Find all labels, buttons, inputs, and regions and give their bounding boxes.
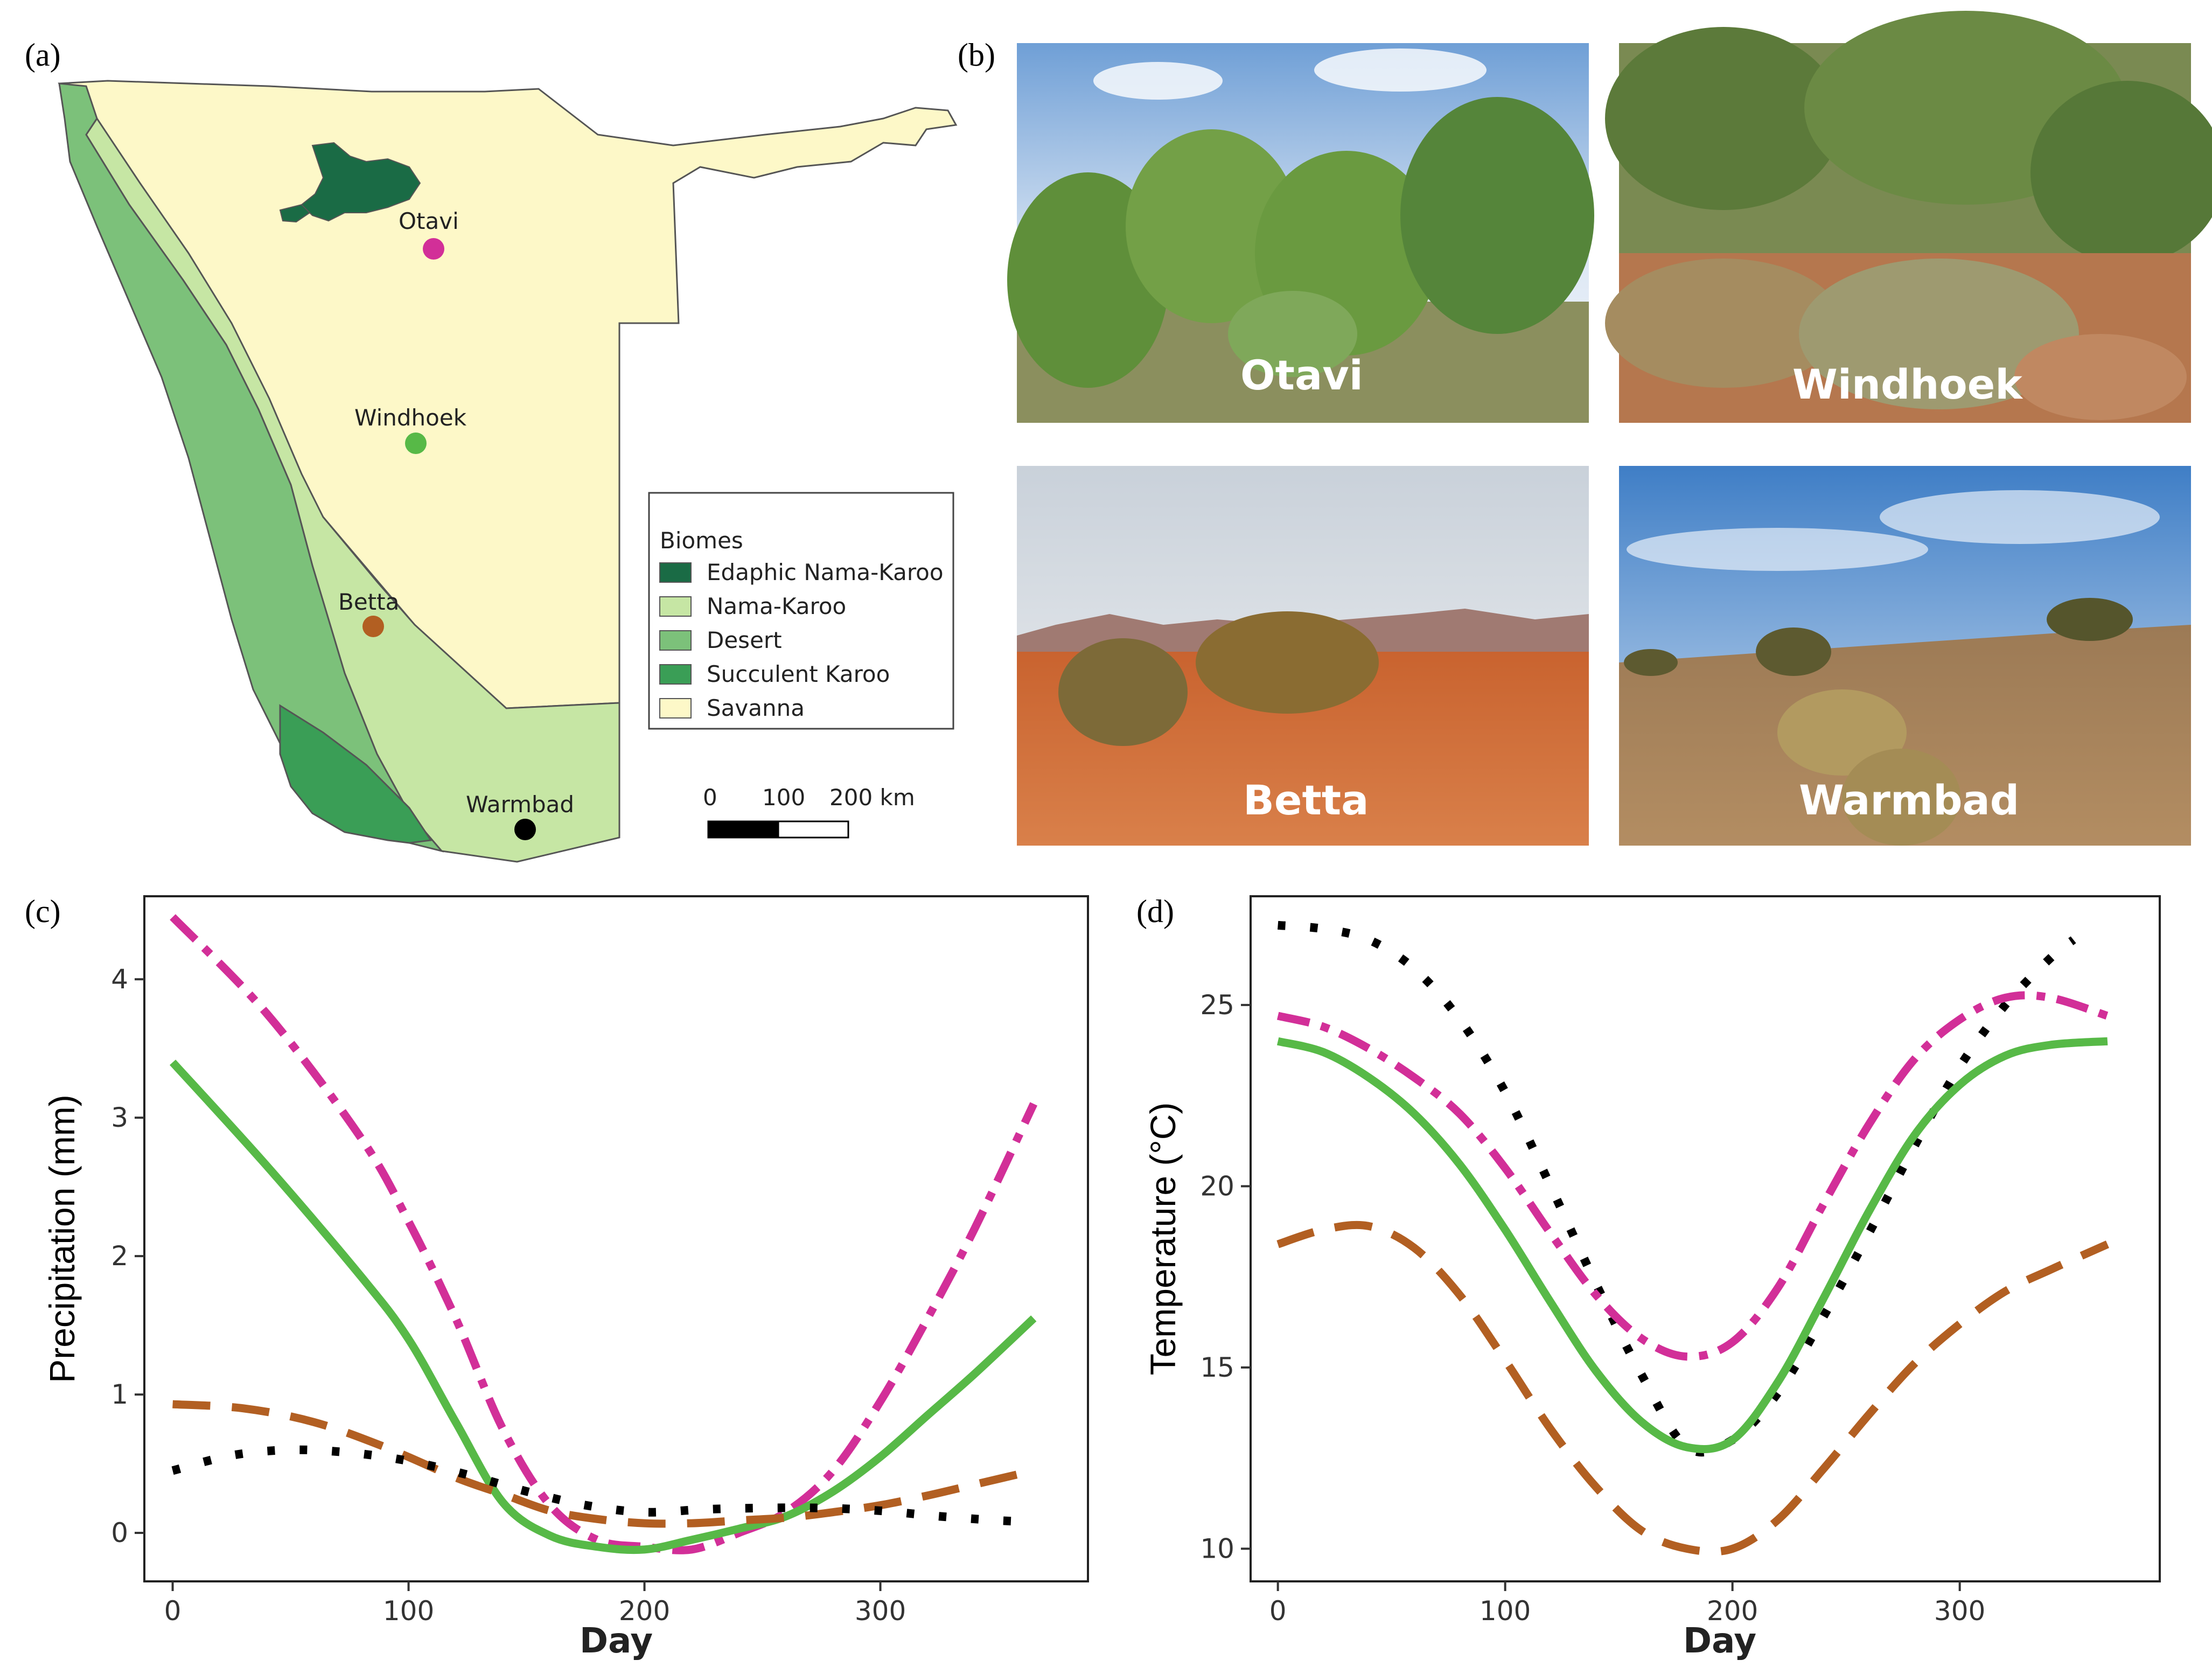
site-dot-betta xyxy=(362,616,384,637)
series-lines-d xyxy=(1276,920,2109,1556)
scale-bar: 0 100 200 km xyxy=(703,784,915,839)
y-tick-label-c-1: 1 xyxy=(111,1379,128,1410)
site-dot-warmbad xyxy=(514,819,536,840)
x-tick-label-c-1: 100 xyxy=(383,1595,434,1627)
biome-desert xyxy=(58,82,444,853)
biome-edaphic-nama-karoo xyxy=(301,142,421,222)
panel-label-b: (b) xyxy=(958,37,995,73)
y-tick-label-d-3: 25 xyxy=(1200,989,1234,1021)
y-axis-title-d: Temperature (°C) xyxy=(1143,1103,1183,1376)
series-line-d-1 xyxy=(1276,991,2109,1361)
panel-label-c: (c) xyxy=(25,894,61,929)
photo-otavi: Otavi xyxy=(1007,43,1594,423)
legend-swatch-edaphic xyxy=(659,562,692,583)
series-line-c-0 xyxy=(170,914,1038,1554)
photo-warmbad: Warmbad xyxy=(1619,466,2191,846)
biome-legend: Biomes Edaphic Nama-Karoo Nama-Karoo Des… xyxy=(648,492,954,730)
site-label-otavi: Otavi xyxy=(399,208,459,234)
axis-ticks-c: 0 100 200 300 0 1 2 3 4 xyxy=(111,964,906,1627)
x-tick-label-d-3: 300 xyxy=(1934,1595,1985,1627)
series-line-c-1 xyxy=(170,1059,1037,1554)
scale-tick-100: 100 xyxy=(762,784,805,811)
y-tick-label-c-4: 4 xyxy=(111,964,128,995)
legend-label-savanna: Savanna xyxy=(707,695,805,721)
x-axis-title-c: Day xyxy=(580,1621,653,1661)
biome-edaphic-patch xyxy=(279,204,311,223)
legend-label-succulent: Succulent Karoo xyxy=(707,661,890,687)
x-tick-label-c-0: 0 xyxy=(164,1595,182,1627)
legend-label-nama-karoo: Nama-Karoo xyxy=(707,593,846,619)
plot-frame-c xyxy=(143,895,1089,1582)
legend-swatch-desert xyxy=(659,630,692,651)
legend-swatch-succulent xyxy=(659,664,692,685)
panel-label-a: (a) xyxy=(25,37,61,73)
panel-label-d: (d) xyxy=(1136,894,1174,929)
series-line-c-2 xyxy=(172,1400,1035,1528)
photo-label-betta: Betta xyxy=(1243,776,1369,824)
y-tick-label-d-1: 15 xyxy=(1200,1352,1234,1383)
x-tick-label-d-2: 200 xyxy=(1707,1595,1758,1627)
x-tick-label-d-1: 100 xyxy=(1480,1595,1531,1627)
photo-windhoek: Windhoek xyxy=(1605,11,2212,423)
site-label-windhoek: Windhoek xyxy=(354,404,467,431)
site-label-betta: Betta xyxy=(338,589,399,615)
series-line-d-3 xyxy=(1276,1220,2109,1556)
namibia-map: Otavi Windhoek Betta Warmbad Biomes Edap… xyxy=(58,80,958,863)
biome-succulent-karoo xyxy=(279,704,432,844)
site-dot-otavi xyxy=(423,238,444,260)
legend-label-desert: Desert xyxy=(707,627,782,653)
photo-betta: Betta xyxy=(1017,466,1589,846)
x-tick-label-d-0: 0 xyxy=(1269,1595,1287,1627)
site-label-warmbad: Warmbad xyxy=(466,791,574,818)
scale-tick-0: 0 xyxy=(703,784,717,811)
series-line-d-2 xyxy=(1276,1037,2108,1453)
photo-label-warmbad: Warmbad xyxy=(1799,776,2019,824)
x-tick-label-c-3: 300 xyxy=(855,1595,906,1627)
precipitation-chart: 0 100 200 300 0 1 2 3 4 Precipitation (mm) Day xyxy=(42,895,1089,1661)
legend-swatch-savanna xyxy=(659,698,692,719)
temperature-chart: 0 100 200 300 10 15 20 25 Temperature (°C) Day xyxy=(1143,895,2161,1661)
y-axis-title-c: Precipitation (mm) xyxy=(42,1094,82,1383)
scale-tick-200: 200 km xyxy=(829,784,915,811)
legend-label-edaphic: Edaphic Nama-Karoo xyxy=(707,559,944,585)
series-lines-c xyxy=(170,914,1038,1554)
y-tick-label-d-0: 10 xyxy=(1200,1533,1234,1564)
x-tick-label-c-2: 200 xyxy=(619,1595,670,1627)
site-dot-windhoek xyxy=(405,433,427,454)
x-axis-title-d: Day xyxy=(1683,1621,1756,1661)
y-tick-label-c-2: 2 xyxy=(111,1240,128,1272)
series-line-d-0 xyxy=(1278,920,2076,1457)
y-tick-label-d-2: 20 xyxy=(1200,1170,1234,1202)
y-tick-label-c-3: 3 xyxy=(111,1102,128,1133)
photo-label-windhoek: Windhoek xyxy=(1792,360,2023,408)
y-tick-label-c-0: 0 xyxy=(111,1517,128,1549)
legend-title: Biomes xyxy=(660,527,743,554)
axis-ticks-d: 0 100 200 300 10 15 20 25 xyxy=(1200,989,1985,1627)
legend-swatch-nama-karoo xyxy=(659,596,692,617)
photo-label-otavi: Otavi xyxy=(1240,351,1363,399)
